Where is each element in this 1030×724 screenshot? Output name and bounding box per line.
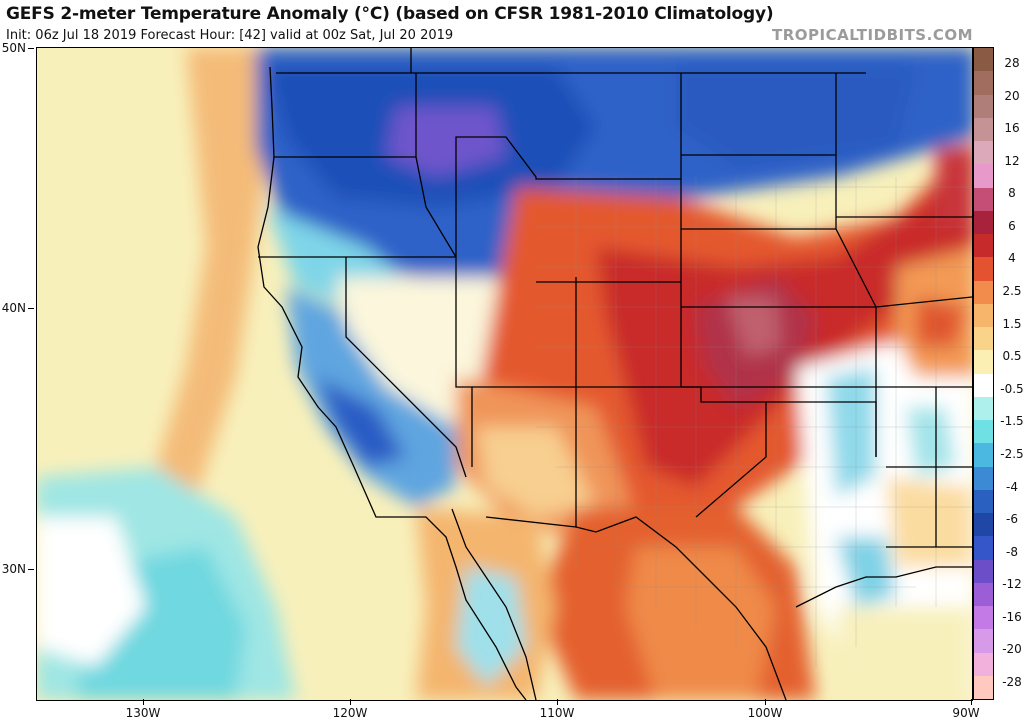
colorbar-label: -1.5 (1000, 414, 1024, 429)
colorbar-swatch (974, 652, 993, 676)
lon-tick-90w (971, 699, 972, 705)
colorbar-swatch (974, 629, 993, 653)
colorbar-swatch (974, 303, 993, 327)
colorbar-swatch (974, 71, 993, 95)
lon-label-100w: 100W (747, 706, 783, 720)
colorbar-label: 4 (1008, 251, 1016, 266)
colorbar-label: 8 (1008, 186, 1016, 201)
colorbar-label: 28 (1004, 56, 1020, 70)
colorbar-swatch (974, 559, 993, 583)
colorbar-swatch (974, 94, 993, 118)
colorbar-label: -6 (1006, 512, 1018, 527)
lon-tick-100w (765, 699, 766, 705)
colorbar-label: 0.5 (1002, 349, 1022, 364)
county-grid (536, 177, 972, 667)
colorbar-label: -4 (1006, 479, 1018, 494)
temperature-anomaly-map (36, 47, 972, 700)
colorbar-label: 1.5 (1002, 316, 1022, 331)
colorbar-swatch (974, 373, 993, 397)
lon-label-110w: 110W (539, 706, 575, 720)
map-title: GEFS 2-meter Temperature Anomaly (°C) (b… (6, 4, 774, 24)
lon-tick-120w (350, 699, 351, 705)
lon-tick-130w (143, 699, 144, 705)
colorbar-swatch (974, 582, 993, 606)
colorbar-swatch (974, 420, 993, 444)
colorbar-label: 12 (1004, 153, 1020, 168)
colorbar-label: -28 (1002, 675, 1022, 689)
colorbar-swatch (974, 536, 993, 560)
anomaly-field (36, 47, 972, 700)
colorbar-swatch (974, 327, 993, 351)
map-subtitle: Init: 06z Jul 18 2019 Forecast Hour: [42… (6, 28, 454, 43)
colorbar-label: 6 (1008, 218, 1016, 233)
colorbar-label: -20 (1002, 642, 1022, 657)
colorbar-swatch (974, 234, 993, 258)
lat-label-50n: 50N (2, 41, 34, 55)
lon-label-90w: 90W (952, 706, 980, 720)
colorbar-swatch (974, 48, 993, 72)
brand-watermark: TROPICALTIDBITS.COM (772, 26, 973, 44)
lat-label-40n: 40N (2, 301, 34, 315)
colorbar-label: -12 (1002, 577, 1022, 592)
lat-label-30n: 30N (2, 562, 34, 576)
colorbar-swatch (974, 141, 993, 165)
colorbar-swatch (974, 606, 993, 630)
colorbar-label: -2.5 (1000, 446, 1024, 461)
lon-tick-110w (557, 699, 558, 705)
colorbar-swatch (974, 489, 993, 513)
colorbar-swatch (974, 466, 993, 490)
colorbar-swatch (974, 443, 993, 467)
colorbar-label: -0.5 (1000, 381, 1024, 396)
colorbar-label: 20 (1004, 88, 1020, 103)
lon-label-120w: 120W (332, 706, 368, 720)
colorbar-label: -8 (1006, 544, 1018, 559)
colorbar-swatch (974, 280, 993, 304)
colorbar-swatch (974, 675, 993, 699)
colorbar-swatch (974, 350, 993, 374)
colorbar-swatch (974, 210, 993, 234)
state-borders (257, 47, 972, 700)
colorbar-swatch (974, 396, 993, 420)
colorbar (973, 47, 994, 700)
colorbar-swatch (974, 187, 993, 211)
colorbar-label: 16 (1004, 121, 1020, 136)
colorbar-swatch (974, 257, 993, 281)
colorbar-swatch (974, 513, 993, 537)
lon-label-130w: 130W (125, 706, 161, 720)
colorbar-swatch (974, 117, 993, 141)
colorbar-swatch (974, 164, 993, 188)
colorbar-label: -16 (1002, 609, 1022, 624)
colorbar-label: 2.5 (1002, 284, 1022, 299)
